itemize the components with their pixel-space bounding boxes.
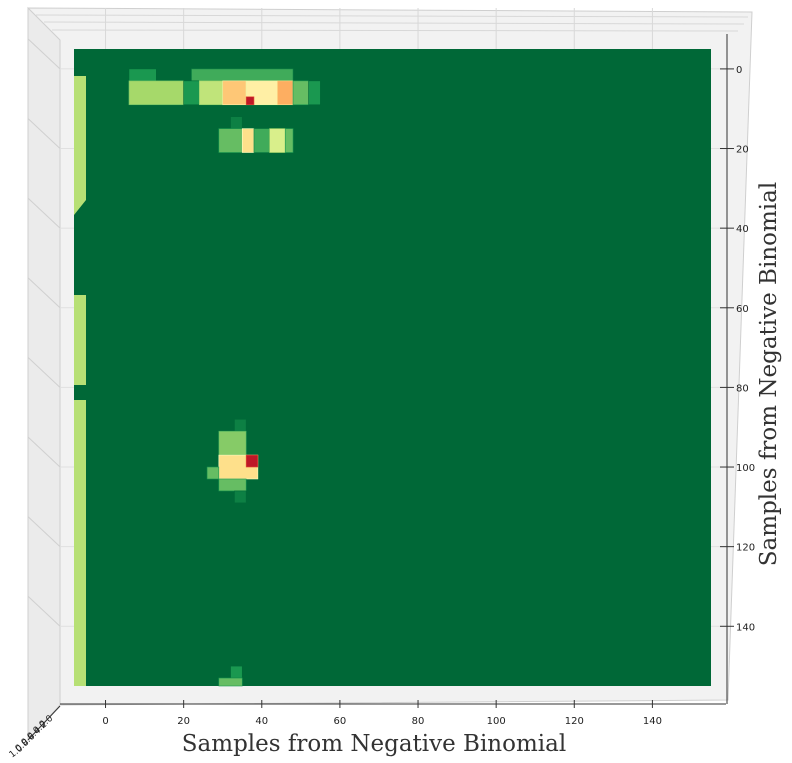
y-tick-label: 0	[736, 65, 742, 76]
x-tick-label: 120	[565, 716, 584, 727]
heatmap-cell	[269, 128, 286, 153]
side-gridline	[27, 277, 61, 309]
y-axis-label: Samples from Negative Binomial	[756, 182, 782, 566]
x-axis-label: Samples from Negative Binomial	[182, 731, 566, 757]
side-gridline	[27, 197, 61, 229]
y-tick-label: 140	[736, 622, 755, 633]
x-tick-label: 0	[102, 716, 108, 727]
heatmap-cell	[218, 478, 247, 492]
heatmap-cell	[128, 68, 157, 82]
x-tick-label: 20	[177, 716, 190, 727]
side-slice	[74, 295, 86, 385]
y-tick-label: 60	[736, 304, 749, 315]
heatmap-cells	[74, 68, 321, 687]
heatmap-cell	[128, 80, 184, 106]
heatmap-cell	[206, 466, 220, 480]
pane-edge	[51, 29, 739, 32]
heatmap-cell	[253, 128, 270, 153]
y-tick-label: 120	[736, 543, 755, 554]
x-tick-label: 80	[412, 716, 425, 727]
pane-edge	[43, 21, 745, 25]
heatmap-cell	[183, 80, 200, 106]
heatmap-cell	[218, 430, 247, 456]
x-tick-label: 40	[255, 716, 268, 727]
heatmap-cell	[191, 68, 294, 82]
heatmap-cell	[230, 116, 243, 129]
side-gridline	[27, 436, 61, 468]
heatmap-cell	[230, 665, 243, 679]
z-axis-line	[27, 705, 61, 741]
y-tick-label: 40	[736, 224, 749, 235]
heatmap-cell	[198, 80, 224, 106]
heatmap-cell	[234, 490, 247, 504]
y-tick-label: 100	[736, 463, 755, 474]
heatmap-cell	[277, 80, 294, 106]
heatmap-cell	[292, 80, 309, 106]
side-gridline	[27, 38, 61, 70]
axes: 0 20 40 60 80 100 120 140 0 20 40 60 80 100 120 140	[60, 34, 755, 727]
side-wall-slices	[74, 76, 86, 686]
y-tick-label: 20	[736, 145, 749, 156]
heatmap-cell	[234, 418, 247, 432]
side-gridline	[27, 357, 61, 388]
x-tick-label: 60	[334, 716, 347, 727]
heatmap-cell	[245, 96, 255, 106]
heatmap-cell	[241, 128, 255, 153]
heatmap-cell	[308, 80, 321, 106]
side-gridline	[27, 516, 61, 548]
side-gridline	[27, 118, 61, 149]
x-tick-label: 100	[487, 716, 506, 727]
heatmap-cell	[245, 454, 259, 468]
heatmap-cell	[218, 677, 243, 687]
heatmap-cell	[222, 80, 247, 106]
heatmap-cell	[218, 128, 243, 153]
side-pane	[27, 6, 61, 742]
side-gridline	[27, 595, 61, 627]
heatmap-background	[74, 49, 711, 686]
side-slice	[74, 76, 86, 215]
heatmap-cell	[284, 128, 294, 153]
side-slice	[74, 400, 86, 686]
y-tick-label: 80	[736, 383, 749, 394]
pane-edge	[35, 14, 749, 18]
x-tick-label: 140	[643, 716, 662, 727]
